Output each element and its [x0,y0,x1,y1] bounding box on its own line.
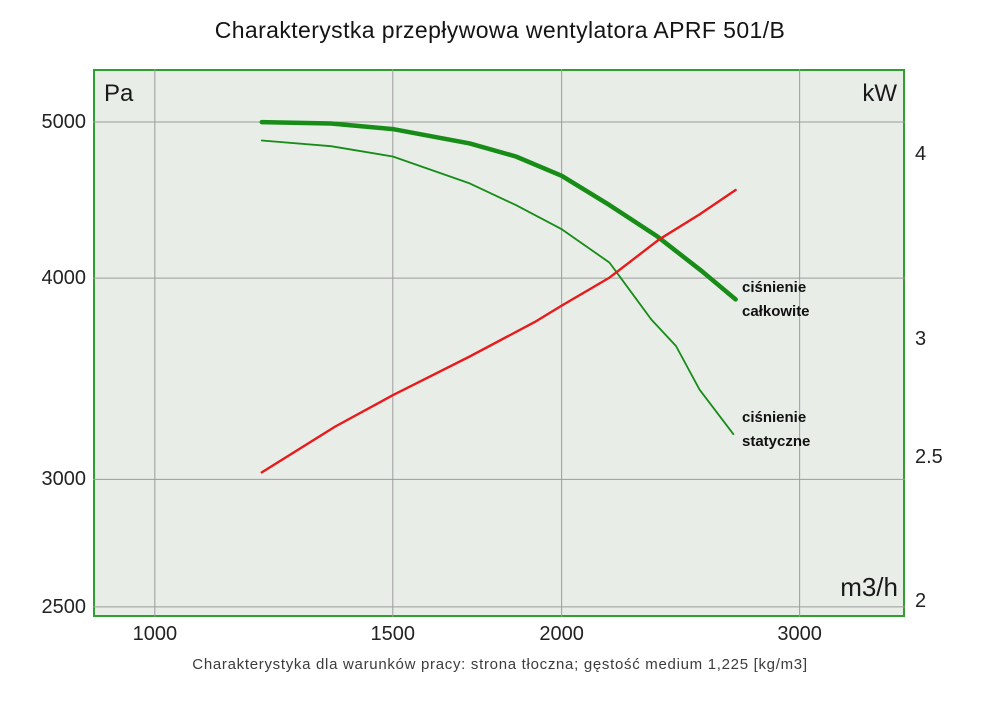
right-axis-unit-label: kW [862,80,897,107]
y-right-tick-label: 3 [915,328,927,351]
x-axis-tick-label: 1000 [132,623,178,645]
chart-title: Charakterystka przepływowa wentylatora A… [214,17,786,43]
x-axis-tick-label: 2000 [539,623,584,645]
left-axis-unit-label: Pa [104,80,134,107]
y-left-tick-label: 2500 [41,595,87,618]
y-right-tick-label: 2 [915,589,927,612]
x-axis-unit-label: m3/h [840,572,898,602]
y-left-tick-label: 5000 [41,111,87,134]
y-left-tick-label: 4000 [41,267,87,290]
y-left-tick-label: 3000 [41,468,87,491]
y-right-tick-label: 4 [915,142,927,165]
y-right-tick-label: 2.5 [915,445,943,468]
static-pressure-curve-label: ciśnienie statyczne [742,409,811,450]
plot-area [93,69,905,617]
chart-caption: Charakterystyka dla warunków pracy: stro… [192,656,808,673]
total-pressure-curve-label: ciśnienie całkowite [742,279,810,320]
x-axis-tick-label: 3000 [777,623,822,645]
x-axis-tick-label: 1500 [370,623,416,645]
